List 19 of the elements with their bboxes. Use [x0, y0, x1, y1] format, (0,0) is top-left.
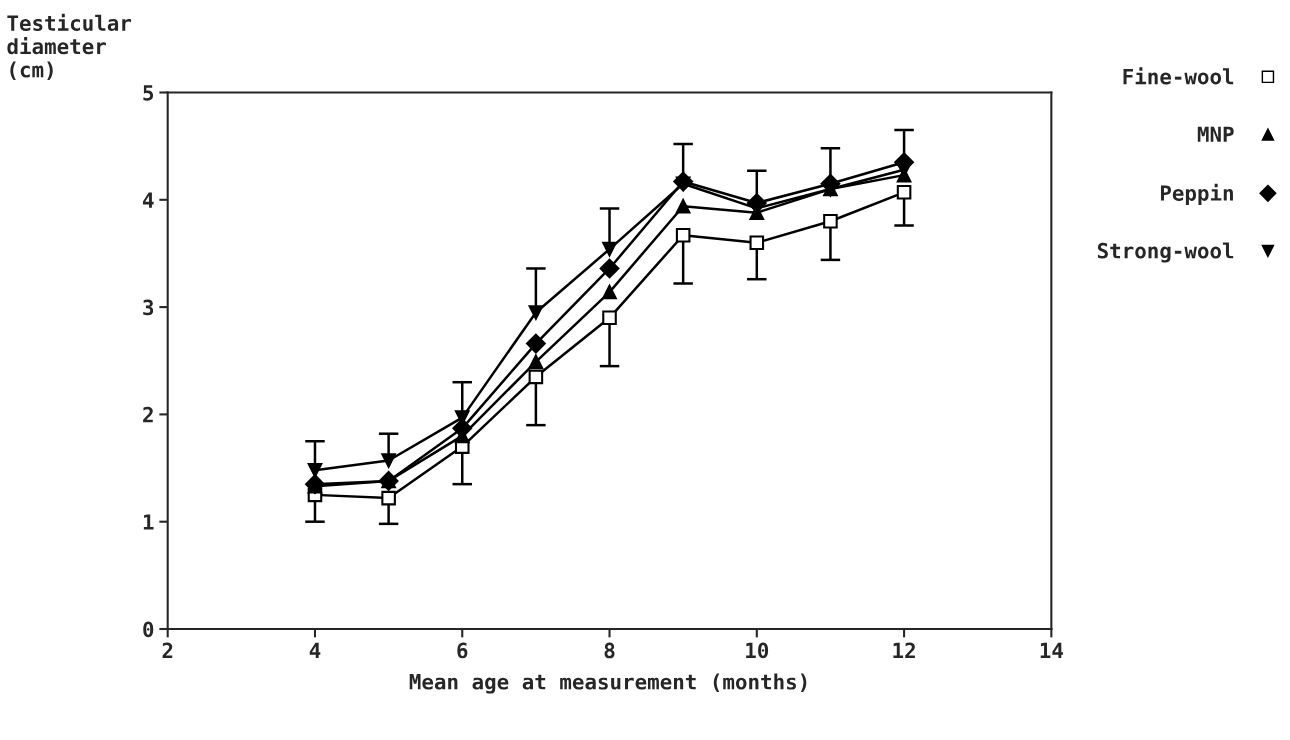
y-tick-label: 2: [143, 406, 153, 423]
x-tick-label: 4: [309, 642, 321, 659]
y-tick-label: 5: [143, 85, 154, 101]
x-tick-label: 10: [746, 642, 769, 659]
legend-label: Fine-wool: [1123, 67, 1234, 85]
x-tick-label: 8: [604, 642, 615, 659]
y-axis-title: Testicular diameter (cm): [7, 13, 132, 81]
legend-label: Strong-wool: [1097, 242, 1234, 263]
y-tick-label: 3: [143, 299, 154, 316]
y-tick-label: 0: [143, 621, 154, 638]
x-tick-label: 6: [457, 642, 468, 659]
x-tick-label: 2: [162, 642, 173, 659]
legend-label: MNP: [1197, 126, 1234, 142]
x-tick-label: 12: [893, 642, 915, 659]
x-axis-title: Mean age at measurement (months): [409, 673, 807, 694]
x-tick-label: 14: [1040, 642, 1063, 659]
y-tick-label: 1: [143, 514, 154, 530]
y-tick-label: 4: [143, 192, 154, 208]
legend-label: Peppin: [1160, 183, 1233, 205]
